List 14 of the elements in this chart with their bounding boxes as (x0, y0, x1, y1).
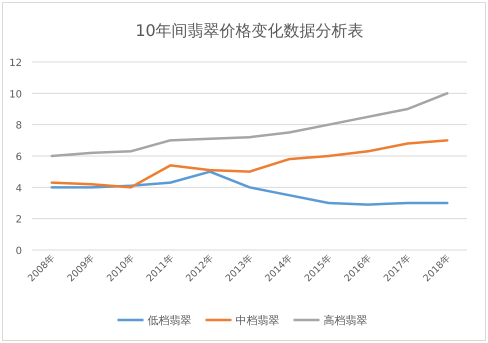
legend-label: 低档翡翠 (148, 314, 192, 327)
line-series (50, 139, 448, 189)
y-tick-label: 4 (16, 183, 22, 194)
y-tick-label: 2 (16, 214, 22, 226)
legend-label: 高档翡翠 (324, 314, 368, 327)
y-tick-label: 10 (9, 89, 22, 100)
chart-title: 10年间翡翠价格变化数据分析表 (135, 21, 364, 40)
y-tick-label: 12 (9, 58, 22, 69)
y-tick-label: 6 (16, 152, 22, 163)
y-tick-label: 0 (16, 246, 22, 257)
line-series (50, 92, 448, 158)
legend-label: 中档翡翠 (236, 314, 280, 327)
line-series (50, 170, 448, 206)
y-tick-label: 8 (16, 120, 22, 132)
